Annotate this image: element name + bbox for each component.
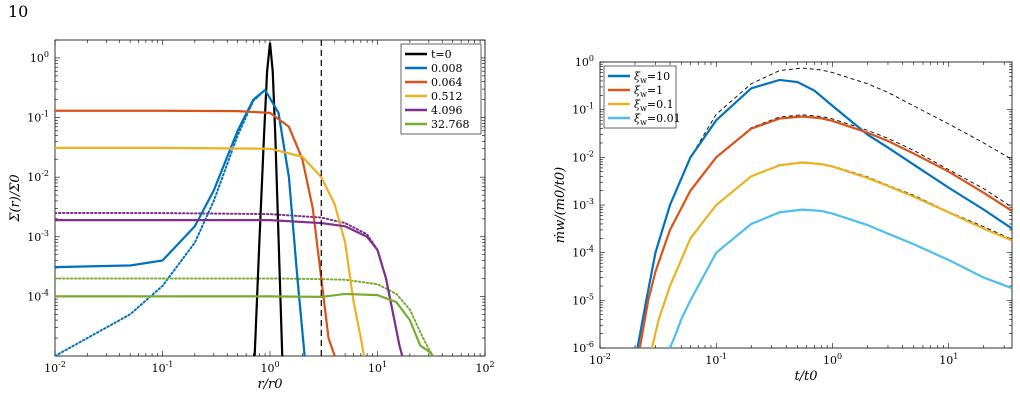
dotted-model-line xyxy=(55,277,435,356)
legend-box xyxy=(400,43,482,135)
x-axis-label: t/t0 xyxy=(794,369,817,384)
series-line-4 xyxy=(55,219,404,356)
dashed-analytic-line xyxy=(637,67,1012,348)
dashed-analytic-line xyxy=(651,161,1012,348)
x-tick-label: 100 xyxy=(823,352,842,367)
series-line-3 xyxy=(55,146,366,356)
x-tick-label: 102 xyxy=(475,360,494,375)
series-line-1 xyxy=(55,88,306,356)
legend-entry: ξw=1 xyxy=(634,84,663,99)
series-line-3 xyxy=(668,208,1012,348)
y-tick-label: 10-4 xyxy=(572,245,594,260)
legend-entry: t=0 xyxy=(431,48,452,61)
y-tick-label: 10-1 xyxy=(27,110,49,125)
y-tick-label: 10-3 xyxy=(572,197,594,212)
y-tick-label: 10-5 xyxy=(572,292,594,307)
y-tick-label: 10-2 xyxy=(572,149,594,164)
legend-entry: 0.064 xyxy=(431,76,463,89)
y-tick-label: 10-3 xyxy=(27,229,49,244)
chart-left: 10-2 10-1 100 101 102 10-4 10-3 10-2 10-1 100 r/r0… xyxy=(8,39,495,392)
y-tick-label: 10-6 xyxy=(572,340,594,355)
x-tick-label: 10-1 xyxy=(152,360,174,375)
page-number: 10 xyxy=(8,2,29,21)
legend-entry: 4.096 xyxy=(431,104,463,117)
dotted-model-line xyxy=(55,88,306,356)
y-tick-label: 100 xyxy=(30,50,49,65)
series-line-2 xyxy=(55,109,336,356)
y-tick-label: 10-4 xyxy=(27,288,49,303)
y-tick-label: 10-2 xyxy=(27,169,49,184)
x-tick-label: 10-1 xyxy=(705,352,727,367)
y-tick-label: 10-1 xyxy=(572,102,594,117)
x-tick-label: 10-2 xyxy=(44,360,66,375)
series-line-0 xyxy=(253,42,284,356)
legend-entry: ξw=10 xyxy=(634,70,670,85)
series-group xyxy=(55,40,435,356)
legend-entry: 32.768 xyxy=(431,118,470,131)
x-tick-label: 10-2 xyxy=(589,352,611,367)
legend-entry: ξw=0.1 xyxy=(634,98,674,113)
series-line-5 xyxy=(55,292,435,356)
y-tick-label: 100 xyxy=(575,54,594,69)
series-line-2 xyxy=(650,161,1012,348)
legend-entry: ξw=0.01 xyxy=(634,112,681,127)
dashed-analytic-line xyxy=(669,209,1012,348)
series-line-1 xyxy=(638,115,1012,348)
y-axis-label: ṁw/(m0/t0) xyxy=(553,167,568,243)
series-line-0 xyxy=(636,78,1012,348)
x-axis-label: r/r0 xyxy=(257,377,282,392)
y-axis-label: Σ(r)/Σ0 xyxy=(8,174,23,222)
x-tick-label: 100 xyxy=(260,360,279,375)
x-tick-label: 101 xyxy=(368,360,387,375)
chart-right: 10-2 10-1 100 101 10-6 10-5 10-4 10-3 10-2 10-1 10… xyxy=(553,54,1013,384)
legend-entry: 0.512 xyxy=(431,90,463,103)
legend-entry: 0.008 xyxy=(431,62,463,75)
series-group xyxy=(636,67,1012,348)
x-tick-label: 101 xyxy=(939,352,958,367)
